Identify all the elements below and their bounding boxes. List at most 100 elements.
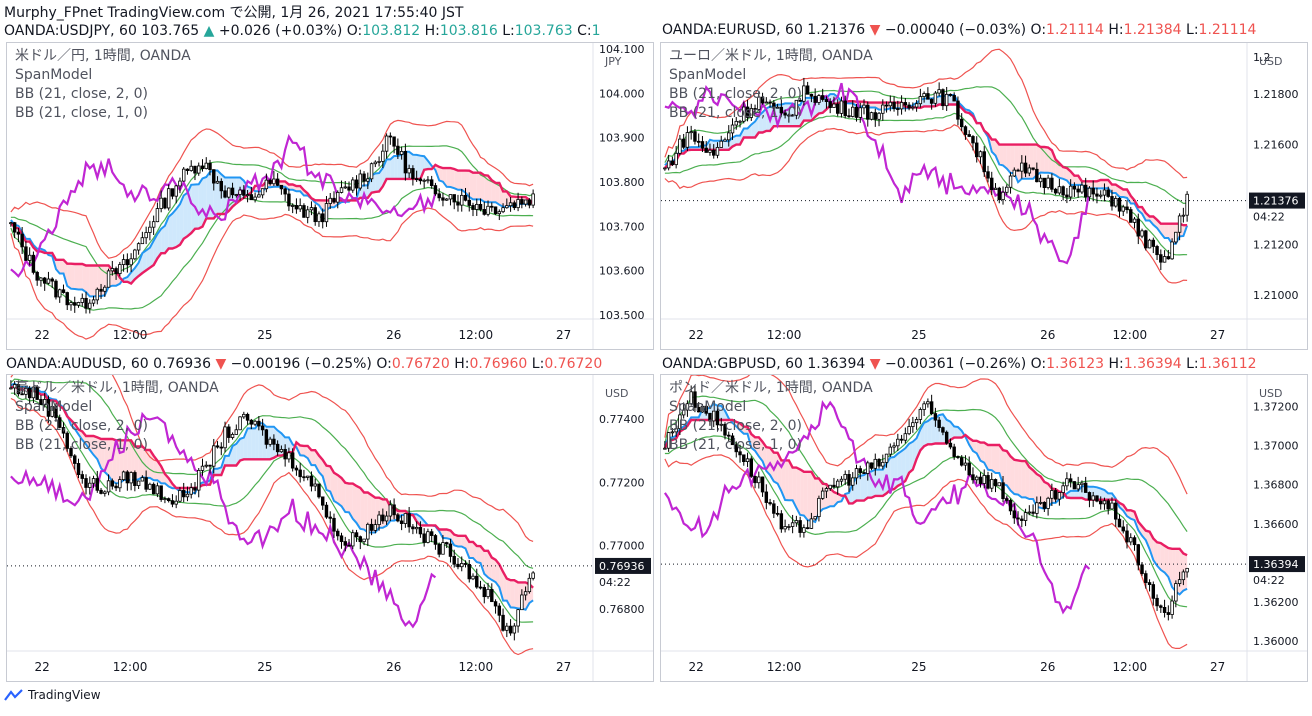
candle-body bbox=[1068, 478, 1073, 482]
candle-body bbox=[174, 185, 178, 197]
span-cloud bbox=[901, 448, 906, 484]
span-fast-line bbox=[10, 382, 534, 611]
candle-body bbox=[1091, 187, 1095, 195]
ohlc-value: 0.76720 bbox=[391, 356, 450, 372]
candle-body bbox=[42, 399, 47, 405]
candle-body bbox=[963, 126, 968, 135]
candle-body bbox=[321, 213, 325, 223]
span-cloud bbox=[709, 139, 714, 150]
candle-body bbox=[467, 564, 471, 580]
span-slow-line bbox=[10, 384, 534, 589]
candle-body bbox=[1087, 492, 1092, 501]
candle-body bbox=[828, 484, 832, 489]
candle-body bbox=[91, 299, 96, 304]
candle-body bbox=[1012, 510, 1017, 519]
candle-body bbox=[193, 165, 197, 174]
candle-body bbox=[1174, 231, 1178, 243]
candle-body bbox=[343, 186, 347, 189]
candle-body bbox=[805, 85, 810, 95]
candle-body bbox=[39, 399, 43, 405]
bb-upper-2 bbox=[10, 375, 534, 542]
candle-body bbox=[268, 438, 272, 445]
span-cloud bbox=[82, 263, 87, 293]
span-cloud bbox=[860, 475, 865, 501]
candle-body bbox=[362, 538, 366, 543]
brand-label[interactable]: TradingView bbox=[28, 688, 101, 702]
chart-panel-gbpusd[interactable]: 1.37200 1.37000 1.36800 1.36600 1.36394 04:22… bbox=[660, 374, 1308, 682]
candle-body bbox=[854, 106, 859, 118]
candle-body bbox=[1147, 239, 1152, 249]
candle-body bbox=[1016, 517, 1020, 520]
candle-body bbox=[324, 504, 329, 518]
gbpusd-top-quote: OANDA:GBPUSD, 60 1.36394 ▼ −0.00361 (−0.… bbox=[662, 356, 1257, 372]
candle-body bbox=[1166, 256, 1171, 260]
span-cloud bbox=[251, 428, 256, 460]
candle-body bbox=[926, 93, 930, 100]
span-cloud bbox=[758, 437, 763, 462]
span-cloud bbox=[454, 169, 458, 190]
span-cloud bbox=[1010, 456, 1015, 495]
candle-body bbox=[745, 458, 750, 463]
candle-body bbox=[817, 95, 821, 103]
span-cloud bbox=[1111, 184, 1116, 193]
candle-body bbox=[922, 403, 926, 410]
candle-body bbox=[384, 135, 389, 152]
candle-body bbox=[238, 189, 242, 195]
candle-body bbox=[727, 132, 731, 141]
candle-body bbox=[197, 165, 201, 174]
candle-body bbox=[486, 588, 490, 598]
candle-body bbox=[820, 490, 825, 499]
candle-body bbox=[723, 423, 727, 436]
candle-body bbox=[73, 302, 77, 306]
candle-body bbox=[471, 575, 475, 580]
candle-body bbox=[257, 420, 261, 427]
candle-body bbox=[118, 479, 122, 489]
price-tick-label: 0.77400 bbox=[599, 413, 645, 426]
candle-body bbox=[1065, 194, 1069, 198]
span-cloud bbox=[1100, 488, 1105, 500]
candle-body bbox=[508, 202, 513, 207]
candle-body bbox=[670, 431, 675, 434]
candle-body bbox=[854, 468, 859, 479]
span-cloud bbox=[198, 178, 203, 229]
candle-body bbox=[843, 100, 847, 117]
span-cloud bbox=[811, 471, 816, 522]
candle-body bbox=[298, 469, 302, 478]
last-price-tag bbox=[1249, 556, 1305, 573]
candle-body bbox=[787, 526, 791, 528]
candle-body bbox=[1110, 196, 1114, 207]
candle-body bbox=[381, 514, 385, 522]
candle-body bbox=[1181, 214, 1186, 217]
span-cloud bbox=[1029, 467, 1034, 499]
candle-body bbox=[851, 477, 855, 486]
chart-panel-audusd[interactable]: 0.77400 0.77200 0.77000 0.76936 04:22 0.76800… bbox=[6, 374, 654, 682]
candle-body bbox=[967, 134, 971, 137]
candle-body bbox=[69, 302, 73, 306]
candle-body bbox=[956, 100, 960, 120]
span-cloud bbox=[484, 175, 489, 203]
chart-panel-usdjpy[interactable]: 104.100 104.000 103.900 103.800 103.700 103.6… bbox=[6, 42, 654, 350]
candle-body bbox=[896, 108, 900, 110]
ohlc-label: O: bbox=[1030, 22, 1047, 38]
candle-body bbox=[448, 543, 453, 557]
candle-body bbox=[903, 102, 908, 106]
candle-body bbox=[309, 207, 314, 211]
time-tick-label: 12:00 bbox=[1113, 660, 1148, 674]
candle-body bbox=[136, 243, 141, 251]
span-cloud bbox=[446, 168, 451, 187]
candle-body bbox=[749, 108, 754, 118]
time-tick-label: 25 bbox=[911, 328, 926, 342]
candle-body bbox=[471, 205, 475, 210]
candle-body bbox=[351, 532, 355, 547]
change: −0.00361 (−0.26%) bbox=[884, 356, 1027, 372]
symbol: OANDA:USDJPY, 60 103.765 bbox=[4, 23, 200, 39]
candle-body bbox=[1170, 600, 1174, 615]
price-tick-label: 1.2 bbox=[1253, 51, 1271, 64]
bb-upper-2 bbox=[10, 119, 534, 259]
candle-body bbox=[993, 187, 998, 191]
chart-panel-eurusd[interactable]: 1.2 1.21800 1.21600 1.21376 04:22 1.21200 1.21… bbox=[660, 42, 1308, 350]
candle-body bbox=[407, 513, 411, 528]
bb-lower-2 bbox=[664, 124, 1188, 284]
candle-body bbox=[279, 184, 284, 190]
candle-body bbox=[294, 467, 299, 471]
